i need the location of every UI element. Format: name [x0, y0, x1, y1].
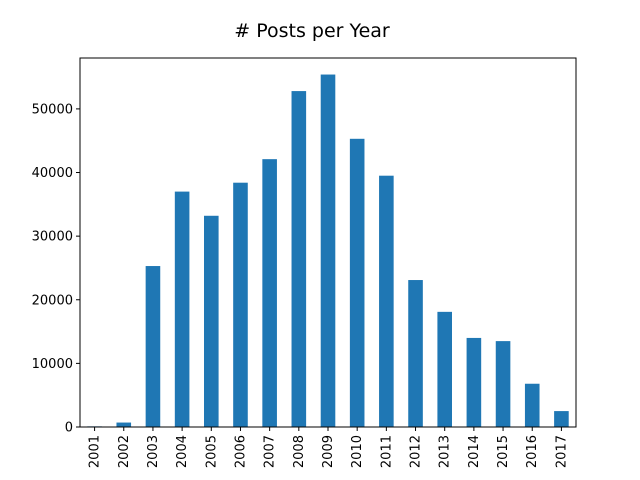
chart-title: # Posts per Year	[234, 20, 390, 42]
x-tick-label: 2006	[233, 435, 248, 468]
x-tick-label: 2010	[350, 435, 365, 468]
plot-frame	[79, 57, 577, 428]
bar-2009	[320, 74, 336, 427]
bar-2010	[349, 138, 365, 428]
bar-2013	[437, 311, 452, 427]
x-tick-label: 2013	[438, 435, 453, 468]
bar-2005	[204, 215, 219, 427]
x-tick-label: 2009	[321, 435, 336, 468]
x-tick-label: 2012	[409, 435, 424, 468]
x-tick-label: 2017	[554, 435, 569, 468]
y-tick-label: 10000	[32, 357, 73, 372]
x-tick-label: 2004	[175, 435, 190, 468]
x-tick-label: 2011	[379, 435, 394, 468]
x-tick-label: 2001	[88, 435, 103, 468]
bar-2016	[524, 383, 540, 427]
y-tick-label: 0	[65, 421, 73, 436]
bar-2012	[408, 280, 423, 427]
x-tick-label: 2003	[146, 435, 161, 468]
bar-2014	[466, 337, 482, 427]
bar-2008	[291, 91, 307, 427]
x-tick-label: 2014	[467, 435, 482, 468]
bar-2015	[495, 341, 511, 427]
bar-2004	[174, 191, 190, 427]
y-tick-label: 30000	[32, 230, 73, 245]
bar-2011	[379, 175, 394, 427]
bar-2006	[233, 182, 248, 427]
bars	[87, 74, 569, 428]
y-tick-label: 20000	[32, 293, 73, 308]
bar-2017	[554, 411, 569, 427]
x-tick-label: 2008	[292, 435, 307, 468]
bar-2002	[116, 422, 132, 427]
y-tick-label: 40000	[32, 166, 73, 181]
x-tick-label: 2005	[204, 435, 219, 468]
x-axis: 2001 2002 2003 2004 2005 2006 2007 2008 2009 2010…	[88, 427, 569, 468]
y-tick-label: 50000	[32, 102, 73, 117]
x-tick-label: 2007	[263, 435, 278, 468]
x-tick-label: 2015	[496, 435, 511, 468]
bar-2003	[145, 266, 161, 427]
bar-2007	[262, 159, 277, 427]
x-tick-label: 2002	[117, 435, 132, 468]
y-axis: 0 10000 20000 30000 40000 50000	[32, 102, 80, 436]
x-tick-label: 2016	[525, 435, 540, 468]
